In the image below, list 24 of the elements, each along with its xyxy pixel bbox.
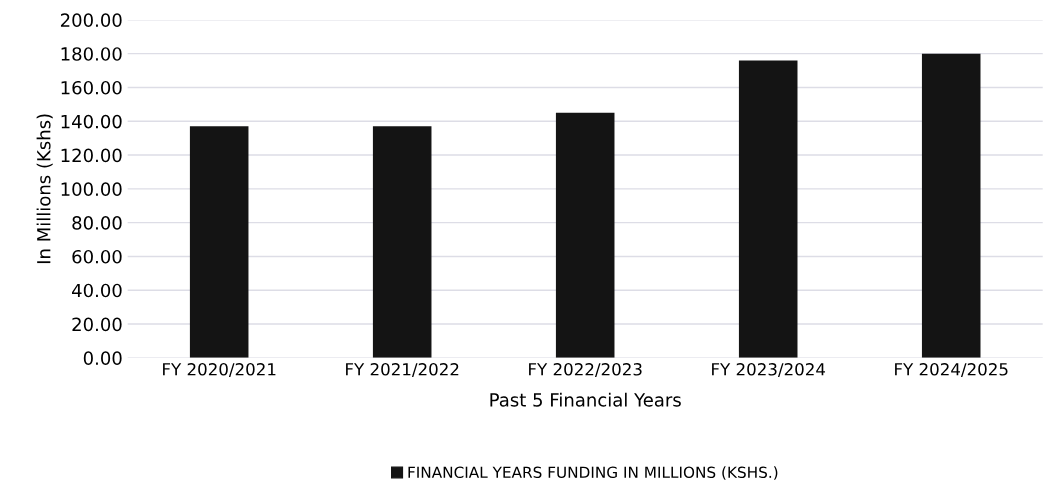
x-tick-label: FY 2021/2022 [346,363,459,377]
bar [372,126,432,358]
y-tick-label: 80.00 [72,216,122,230]
bar [921,53,981,358]
y-tick-label: 0.00 [83,351,122,365]
y-tick-label: 180.00 [61,47,122,61]
x-tick-label: FY 2022/2023 [529,363,642,377]
y-tick-label: 120.00 [61,148,122,163]
legend-label: FINANCIAL YEARS FUNDING IN MILLIONS (KSHS.) [408,466,778,480]
y-tick-label: 200.00 [60,13,122,27]
bar [738,60,798,358]
y-tick-label: 140.00 [61,114,122,129]
x-tick-label: FY 2023/2024 [712,363,826,377]
y-tick-label: 60.00 [72,249,122,264]
bar [189,126,249,358]
y-axis-title: In Millions (Kshs) [36,114,53,264]
y-tick-label: 20.00 [72,317,122,332]
x-tick-label: FY 2020/2021 [163,363,276,377]
bar [555,112,615,358]
x-axis-title: Past 5 Financial Years [490,392,681,407]
y-tick-label: 40.00 [72,283,122,298]
y-tick-label: 100.00 [61,182,122,196]
x-tick-label: FY 2024/2025 [895,363,1008,377]
y-tick-label: 160.00 [61,80,122,95]
